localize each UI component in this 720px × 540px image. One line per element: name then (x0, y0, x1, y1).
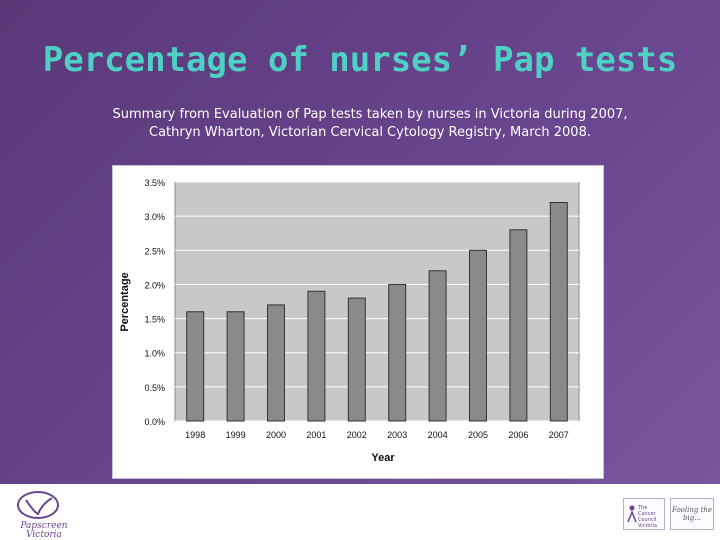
x-tick-label: 2000 (266, 430, 286, 440)
bar-2007 (549, 201, 568, 422)
subtitle-line-1: Summary from Evaluation of Pap tests tak… (112, 107, 628, 122)
y-tick-label: 1.5% (144, 315, 165, 325)
papscreen-emblem-icon (17, 491, 59, 519)
y-tick-label: 1.0% (144, 349, 165, 359)
right-footer-logo-text: Fooling the big... (671, 506, 713, 522)
bar-2006 (509, 229, 528, 422)
x-tick-label: 2001 (306, 430, 326, 440)
x-tick-label: 2002 (347, 430, 367, 440)
y-tick-labels: 0.0% 0.5% 1.0% 1.5% 2.0% 2.5% 3.0% 3.5% (144, 178, 165, 427)
y-tick-label: 3.0% (144, 212, 165, 222)
x-tick-label: 1999 (226, 430, 246, 440)
footer: Papscreen Victoria The Cancer Council Vi… (0, 484, 720, 540)
y-tick-label: 2.0% (144, 280, 165, 290)
x-tick-label: 2007 (549, 430, 569, 440)
y-tick-label: 0.5% (144, 383, 165, 393)
x-tick-label: 2004 (428, 430, 448, 440)
bar-1999 (226, 311, 245, 422)
y-tick-label: 2.5% (144, 246, 165, 256)
chart-panel: 0.0% 0.5% 1.0% 1.5% 2.0% 2.5% 3.0% 3.5% 1998 199… (112, 165, 604, 479)
right-footer-logo: Fooling the big... (670, 498, 714, 530)
x-tick-label: 2005 (468, 430, 488, 440)
bar-2004 (428, 270, 447, 422)
y-tick-label: 3.5% (144, 178, 165, 188)
subtitle-line-2: Cathryn Wharton, Victorian Cervical Cyto… (149, 125, 591, 140)
papscreen-logo-text: Papscreen Victoria (20, 521, 68, 540)
bar-2005 (469, 249, 487, 422)
bar-chart: 0.0%0.5%1.0%1.5%2.0%2.5%3.0%3.5% 1998 199… (119, 178, 580, 464)
papscreen-logo: Papscreen Victoria (8, 490, 68, 540)
slide-subtitle: Summary from Evaluation of Pap tests tak… (40, 106, 700, 142)
x-tick-label: 1998 (185, 430, 205, 440)
cancer-council-logo: The Cancer Council Victoria (623, 498, 665, 530)
bar-2002 (347, 297, 366, 422)
bar-2003 (388, 283, 407, 422)
bar-2001 (307, 290, 326, 422)
x-tick-labels: 1998 1999 2000 2001 2002 2003 2004 2005 2006 2007 (185, 430, 569, 440)
y-tick-label: 0.0% (144, 417, 165, 427)
cancer-council-logo-text: The Cancer Council Victoria (638, 505, 657, 529)
slide-title: Percentage of nurses’ Pap tests (42, 40, 678, 80)
x-tick-label: 2006 (508, 430, 528, 440)
council-figure-icon (627, 505, 637, 523)
x-tick-label: 2003 (387, 430, 407, 440)
y-axis-label: Percentage (119, 272, 131, 331)
bar-2000 (267, 304, 285, 422)
x-axis-label: Year (371, 452, 395, 464)
bar-1998 (186, 311, 205, 422)
bars (186, 201, 568, 422)
